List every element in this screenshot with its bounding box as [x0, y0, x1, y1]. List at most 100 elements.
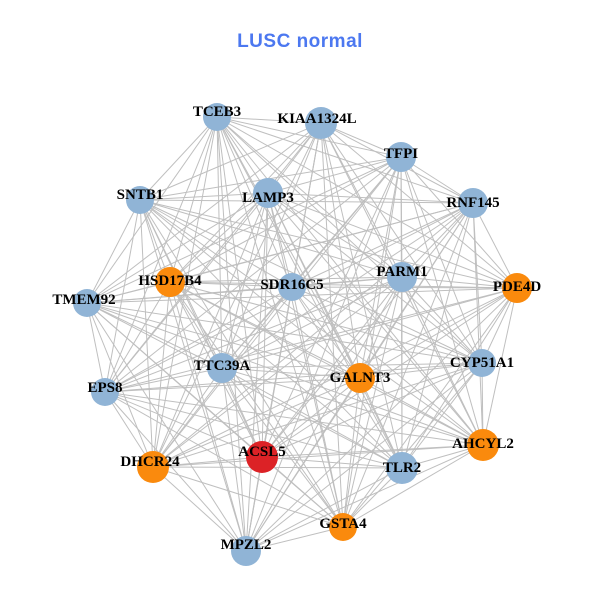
edges-layer	[86, 116, 518, 552]
node-label-ACSL5: ACSL5	[238, 444, 286, 460]
edge-TCEB3-GALNT3	[216, 116, 361, 379]
edge-TTC39A-DHCR24	[152, 367, 223, 468]
node-label-TMEM92: TMEM92	[52, 292, 115, 308]
edge-KIAA1324L-HSD17B4	[169, 122, 322, 283]
edge-EPS8-GSTA4	[104, 391, 344, 528]
edge-SNTB1-MPZL2	[139, 199, 247, 552]
node-label-PARM1: PARM1	[376, 264, 427, 280]
edge-SDR16C5-GSTA4	[291, 286, 344, 528]
edge-PARM1-ACSL5	[261, 276, 403, 458]
node-label-SNTB1: SNTB1	[117, 187, 164, 203]
edge-CYP51A1-EPS8	[104, 362, 483, 393]
edge-TMEM92-DHCR24	[86, 302, 154, 468]
edge-PARM1-EPS8	[104, 276, 403, 393]
edge-EPS8-GALNT3	[104, 377, 361, 393]
edge-AHCYL2-MPZL2	[245, 444, 484, 552]
edge-SNTB1-PDE4D	[139, 199, 518, 289]
edge-EPS8-ACSL5	[104, 391, 263, 458]
edge-TMEM92-GALNT3	[86, 302, 361, 379]
edge-LAMP3-HSD17B4	[169, 192, 269, 283]
edge-LAMP3-TMEM92	[86, 192, 269, 304]
edge-HSD17B4-PDE4D	[169, 281, 518, 289]
edge-SNTB1-LAMP3	[139, 192, 269, 201]
node-label-TFPI: TFPI	[384, 146, 418, 162]
edge-TFPI-TMEM92	[86, 156, 402, 304]
edge-RNF145-PDE4D	[472, 202, 518, 289]
edge-GALNT3-TLR2	[359, 377, 403, 469]
edge-TTC39A-AHCYL2	[221, 367, 484, 446]
node-label-GALNT3: GALNT3	[330, 370, 391, 386]
edge-TCEB3-TTC39A	[216, 116, 223, 369]
edge-RNF145-GSTA4	[342, 202, 474, 528]
edge-EPS8-TLR2	[104, 391, 403, 469]
edge-PARM1-PDE4D	[401, 276, 518, 289]
edge-RNF145-AHCYL2	[472, 202, 484, 446]
edge-LAMP3-GSTA4	[267, 192, 344, 528]
edge-PARM1-MPZL2	[245, 276, 403, 552]
node-label-TLR2: TLR2	[383, 460, 421, 476]
node-label-RNF145: RNF145	[446, 195, 499, 211]
edge-GALNT3-AHCYL2	[359, 377, 484, 446]
edge-RNF145-LAMP3	[267, 192, 474, 204]
edge-TFPI-GALNT3	[359, 156, 402, 379]
edge-TLR2-MPZL2	[245, 467, 403, 552]
node-PARM1	[387, 262, 417, 292]
edge-TTC39A-GALNT3	[221, 367, 361, 379]
edge-TMEM92-TTC39A	[86, 302, 223, 369]
node-TMEM92	[73, 289, 101, 317]
edge-GALNT3-DHCR24	[152, 377, 361, 468]
edge-HSD17B4-GSTA4	[169, 281, 344, 528]
edge-PDE4D-AHCYL2	[482, 287, 518, 446]
node-AHCYL2	[467, 429, 499, 461]
edge-HSD17B4-DHCR24	[152, 281, 171, 468]
node-CYP51A1	[468, 349, 496, 377]
edge-CYP51A1-TLR2	[401, 362, 483, 469]
node-RNF145	[458, 188, 488, 218]
node-label-SDR16C5: SDR16C5	[260, 277, 323, 293]
edge-TTC39A-EPS8	[104, 367, 223, 393]
edge-TFPI-EPS8	[104, 156, 402, 393]
edge-RNF145-DHCR24	[152, 202, 474, 468]
node-MPZL2	[231, 536, 261, 566]
edge-LAMP3-PDE4D	[267, 192, 518, 289]
edge-KIAA1324L-PARM1	[320, 122, 403, 278]
edge-SDR16C5-GALNT3	[291, 286, 361, 379]
edge-RNF145-TLR2	[401, 202, 474, 469]
edge-GALNT3-ACSL5	[261, 377, 361, 458]
node-ACSL5	[246, 441, 278, 473]
node-TCEB3	[203, 103, 231, 131]
edge-TCEB3-CYP51A1	[216, 116, 483, 364]
edge-HSD17B4-CYP51A1	[169, 281, 483, 364]
edge-PDE4D-GALNT3	[359, 287, 518, 379]
edge-PDE4D-MPZL2	[245, 287, 518, 552]
edge-PDE4D-TLR2	[401, 287, 518, 469]
edge-EPS8-MPZL2	[104, 391, 247, 552]
edge-DHCR24-MPZL2	[152, 466, 247, 552]
node-EPS8	[91, 378, 119, 406]
edge-AHCYL2-DHCR24	[152, 444, 484, 468]
edge-GSTA4-MPZL2	[245, 526, 344, 552]
edge-TMEM92-EPS8	[86, 302, 106, 393]
edge-SNTB1-GSTA4	[139, 199, 344, 528]
edge-SDR16C5-AHCYL2	[291, 286, 484, 446]
edge-PARM1-GSTA4	[342, 276, 403, 528]
node-label-PDE4D: PDE4D	[493, 279, 542, 295]
edge-TCEB3-MPZL2	[216, 116, 247, 552]
edge-CYP51A1-GALNT3	[359, 362, 483, 379]
edge-SNTB1-EPS8	[104, 199, 141, 393]
edge-HSD17B4-MPZL2	[169, 281, 247, 552]
edge-TFPI-CYP51A1	[400, 156, 483, 364]
edge-TCEB3-KIAA1324L	[216, 116, 322, 124]
edge-KIAA1324L-TTC39A	[221, 122, 322, 369]
edge-TMEM92-CYP51A1	[86, 302, 483, 364]
edge-TMEM92-AHCYL2	[86, 302, 484, 446]
chart-title: LUSC normal	[237, 31, 363, 52]
edge-LAMP3-PARM1	[267, 192, 403, 278]
edge-TCEB3-ACSL5	[216, 116, 263, 458]
edge-TCEB3-TFPI	[216, 116, 402, 158]
edge-SDR16C5-EPS8	[104, 286, 293, 393]
node-TFPI	[386, 142, 416, 172]
node-label-KIAA1324L: KIAA1324L	[277, 111, 356, 127]
